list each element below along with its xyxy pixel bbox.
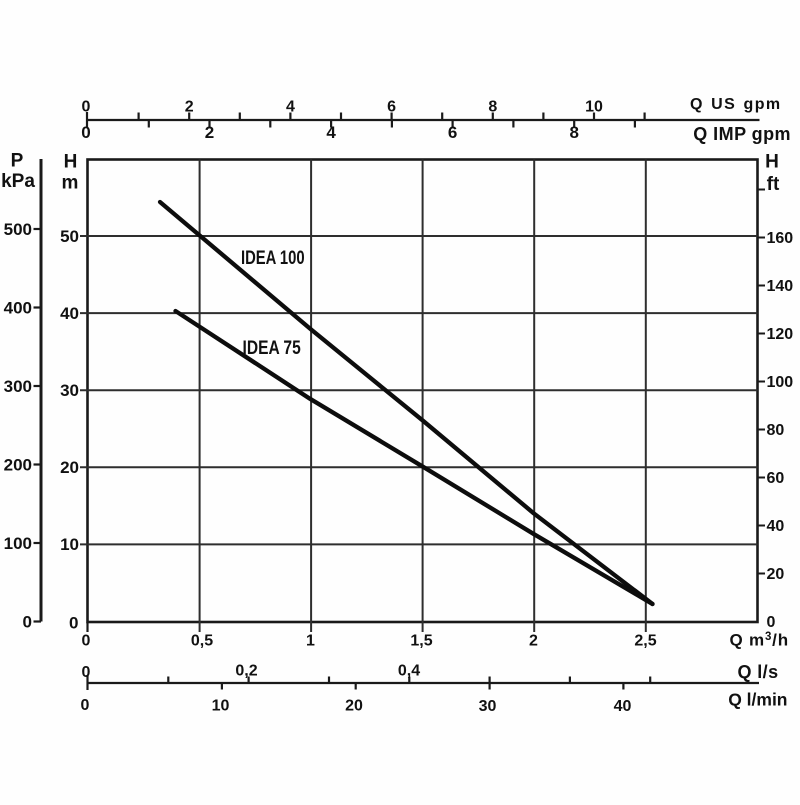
svg-text:2: 2: [529, 633, 538, 650]
svg-text:H: H: [64, 152, 78, 173]
svg-text:0: 0: [69, 614, 78, 633]
svg-text:120: 120: [767, 326, 794, 343]
svg-text:0: 0: [81, 697, 90, 714]
svg-text:0: 0: [82, 633, 91, 650]
svg-text:0,4: 0,4: [398, 663, 420, 680]
svg-text:10: 10: [60, 535, 79, 554]
svg-text:200: 200: [4, 455, 32, 474]
svg-text:Q l/s: Q l/s: [737, 662, 778, 682]
svg-text:2: 2: [185, 99, 194, 116]
svg-text:80: 80: [767, 422, 785, 439]
svg-text:140: 140: [767, 278, 794, 295]
svg-text:m: m: [62, 173, 79, 194]
svg-text:100: 100: [767, 374, 794, 391]
svg-text:IDEA 75: IDEA 75: [243, 337, 302, 359]
svg-text:0: 0: [82, 664, 91, 681]
svg-text:2,5: 2,5: [634, 633, 656, 650]
svg-text:60: 60: [767, 470, 785, 487]
svg-text:0: 0: [767, 614, 776, 631]
svg-text:300: 300: [4, 377, 32, 396]
svg-text:0,2: 0,2: [235, 663, 257, 680]
svg-text:0: 0: [81, 123, 90, 142]
svg-text:20: 20: [767, 566, 785, 583]
svg-text:4: 4: [286, 99, 295, 116]
svg-text:Q IMP gpm: Q IMP gpm: [693, 124, 791, 144]
svg-text:2: 2: [205, 123, 214, 142]
svg-text:IDEA 100: IDEA 100: [241, 247, 305, 268]
svg-text:500: 500: [4, 220, 32, 239]
svg-text:1,5: 1,5: [410, 633, 432, 650]
svg-text:Q l/min: Q l/min: [728, 690, 787, 710]
svg-text:20: 20: [345, 698, 363, 715]
svg-text:40: 40: [767, 518, 785, 535]
svg-text:30: 30: [479, 698, 497, 715]
svg-text:40: 40: [60, 304, 79, 323]
svg-text:8: 8: [569, 123, 578, 142]
svg-text:20: 20: [60, 458, 79, 477]
svg-text:Q US gpm: Q US gpm: [690, 96, 782, 113]
svg-text:10: 10: [212, 698, 230, 715]
svg-text:400: 400: [4, 298, 32, 317]
svg-text:160: 160: [767, 230, 794, 247]
svg-text:50: 50: [60, 227, 79, 246]
svg-text:100: 100: [4, 534, 32, 553]
svg-text:8: 8: [488, 99, 497, 116]
svg-text:4: 4: [326, 123, 336, 142]
svg-text:6: 6: [448, 123, 457, 142]
svg-text:0,5: 0,5: [191, 633, 213, 650]
svg-text:10: 10: [585, 99, 603, 116]
svg-text:0: 0: [23, 612, 32, 631]
svg-text:H: H: [765, 152, 779, 173]
svg-text:ft: ft: [767, 174, 780, 195]
svg-text:30: 30: [60, 381, 79, 400]
svg-text:40: 40: [614, 698, 632, 715]
svg-text:Q m3/h: Q m3/h: [730, 631, 789, 650]
svg-text:6: 6: [387, 99, 396, 116]
svg-text:0: 0: [82, 99, 91, 116]
svg-text:kPa: kPa: [1, 171, 35, 192]
svg-text:1: 1: [306, 633, 315, 650]
svg-text:P: P: [11, 151, 24, 172]
